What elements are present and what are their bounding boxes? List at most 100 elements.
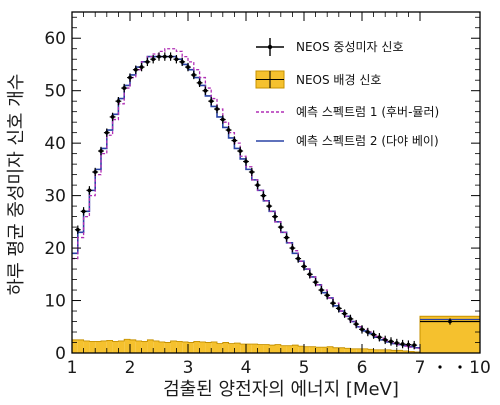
x-tick-label: 3: [183, 358, 194, 378]
data-point: [109, 112, 116, 122]
background-bin: [240, 344, 246, 353]
data-point: [266, 201, 273, 211]
data-point: [190, 70, 197, 80]
data-marker: [394, 341, 399, 345]
background-bin: [199, 341, 206, 353]
data-marker: [215, 107, 219, 111]
data-marker: [261, 193, 266, 198]
data-marker: [313, 280, 318, 285]
data-marker: [110, 115, 115, 119]
data-point: [347, 314, 354, 324]
x-axis-break-dot: [458, 365, 462, 369]
data-marker: [389, 339, 393, 344]
data-point: [289, 243, 296, 253]
data-point: [202, 86, 209, 95]
data-point: [388, 337, 394, 346]
data-point: [156, 52, 162, 61]
data-marker: [226, 128, 231, 132]
y-axis-label: 하루 평균 중성미자 신호 개수: [6, 74, 27, 296]
data-marker: [145, 59, 150, 64]
legend-label-background: NEOS 배경 신호: [296, 73, 381, 87]
background-bin: [280, 345, 287, 353]
data-point: [103, 128, 110, 137]
data-point: [376, 333, 383, 342]
data-marker: [406, 342, 411, 347]
huber-mueller-prediction-line: [72, 48, 420, 349]
background-bin: [164, 342, 171, 353]
data-point: [92, 167, 99, 177]
background-bin: [159, 341, 165, 353]
data-point: [127, 73, 133, 82]
data-marker: [122, 86, 127, 90]
data-marker: [284, 235, 289, 240]
plot-frame: [71, 11, 481, 354]
data-point: [283, 233, 290, 242]
data-point: [411, 340, 418, 350]
background-bin: [141, 341, 148, 353]
data-marker: [220, 117, 225, 122]
background-bin: [367, 349, 374, 353]
data-marker: [360, 327, 364, 332]
data-marker: [116, 99, 121, 104]
data-marker: [186, 65, 190, 69]
background-bin: [222, 342, 229, 353]
background-bin: [176, 341, 183, 353]
data-point: [260, 191, 267, 200]
data-point: [393, 338, 400, 348]
data-point: [98, 146, 104, 156]
x-tick-label: 10: [469, 358, 491, 378]
background-bin: [246, 344, 252, 353]
data-point: [301, 262, 307, 271]
background-bin: [147, 339, 154, 353]
data-point: [150, 55, 157, 64]
data-marker: [197, 80, 202, 85]
data-marker: [400, 342, 405, 346]
data-point: [341, 309, 348, 318]
legend-item-huber-mueller: 예측 스펙트럼 1 (후버-뮬러): [256, 105, 439, 119]
data-point: [173, 55, 180, 64]
data-point: [208, 96, 215, 106]
data-point: [80, 207, 87, 216]
background-bin: [391, 350, 397, 353]
data-point: [335, 304, 342, 313]
background-bin: [362, 348, 368, 353]
legend-label-data: NEOS 중성미자 신호: [296, 40, 404, 54]
background-bin: [83, 340, 90, 353]
background-bin: [298, 346, 304, 353]
legend-label-daya-bay: 예측 스펙트럼 2 (다야 베이): [296, 134, 439, 148]
data-point: [214, 104, 220, 114]
data-marker: [319, 288, 324, 292]
data-point: [86, 186, 93, 195]
x-tick-label: 4: [241, 358, 252, 378]
data-point: [370, 330, 377, 339]
background-bin: [257, 344, 264, 353]
x-tick-label: 1: [67, 358, 78, 378]
background-bin: [356, 348, 362, 353]
background-bin: [385, 349, 391, 353]
background-bin: [269, 345, 275, 353]
data-marker: [249, 170, 254, 174]
data-marker: [244, 159, 248, 164]
plot-area: 0 10 20 30 40 50 60 1 2 3 4 5 6 7 10: [44, 11, 491, 378]
data-marker: [209, 99, 214, 104]
data-marker: [371, 332, 376, 337]
data-point: [185, 62, 191, 72]
background-bin: [228, 343, 235, 353]
background-bin: [112, 341, 119, 353]
legend: NEOS 중성미자 신호 NEOS 배경 신호 예측 스펙트럼 1 (후버-뮬러…: [255, 38, 439, 148]
data-marker: [238, 149, 243, 153]
background-bin: [327, 346, 333, 353]
data-point: [318, 285, 325, 295]
data-marker: [162, 54, 167, 59]
data-marker: [232, 138, 237, 143]
data-marker: [81, 209, 86, 214]
data-marker: [128, 75, 132, 80]
background-bin: [72, 339, 78, 353]
background-bin: [373, 349, 380, 353]
background-bin: [217, 343, 223, 353]
legend-item-data: NEOS 중성미자 신호: [256, 38, 404, 56]
data-marker: [365, 330, 370, 334]
y-tick-label: 30: [44, 187, 66, 207]
background-bin: [251, 344, 258, 353]
